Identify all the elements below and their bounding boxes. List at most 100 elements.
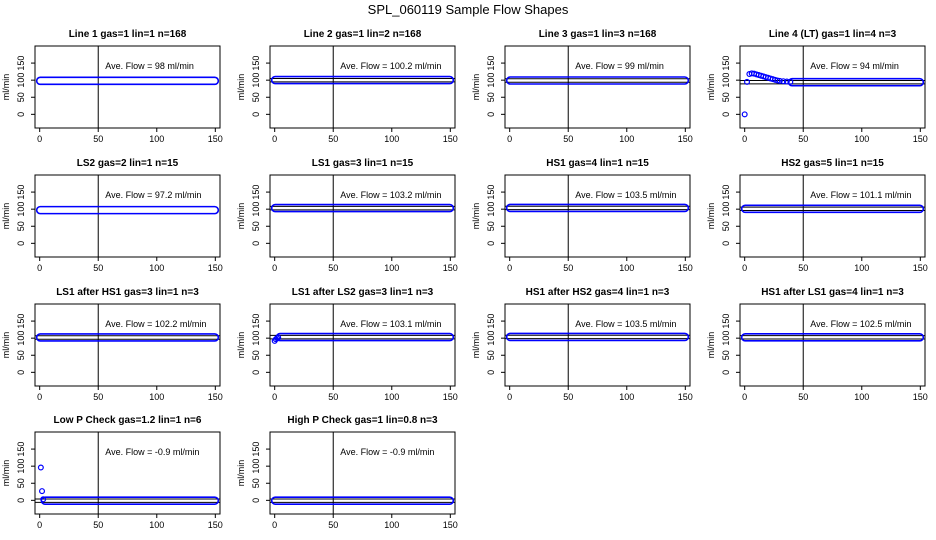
x-tick-label: 150 xyxy=(913,392,928,402)
y-tick-label: 0 xyxy=(721,370,731,375)
x-tick-label: 100 xyxy=(619,392,634,402)
x-tick-label: 100 xyxy=(149,520,164,530)
plot-frame xyxy=(34,174,221,258)
chart-panel-10: LS1 after LS2 gas=3 lin=1 n=3 0 50 100 150 0 5… xyxy=(236,287,458,402)
average-flow-annotation: Ave. Flow = 100.2 ml/min xyxy=(340,61,441,71)
data-points-band xyxy=(787,77,925,87)
y-tick-label: 150 xyxy=(16,314,26,329)
y-axis-label: ml/min xyxy=(471,332,481,359)
panel-title: Line 3 gas=1 lin=3 n=168 xyxy=(539,29,657,40)
y-tick-label: 150 xyxy=(486,185,496,200)
plot-frame xyxy=(739,45,926,129)
average-flow-annotation: Ave. Flow = 102.2 ml/min xyxy=(105,319,206,329)
y-tick-label: 50 xyxy=(251,478,261,488)
y-tick-label: 150 xyxy=(251,185,261,200)
data-points-band xyxy=(35,205,220,215)
average-flow-annotation: Ave. Flow = 103.2 ml/min xyxy=(340,190,441,200)
x-tick-label: 150 xyxy=(208,392,223,402)
panel-title: Line 4 (LT) gas=1 lin=4 n=3 xyxy=(769,29,897,40)
y-tick-label: 50 xyxy=(721,92,731,102)
x-tick-label: 0 xyxy=(272,134,277,144)
chart-panel-1: Line 1 gas=1 lin=1 n=168 0 50 100 150 0 50 100 1… xyxy=(1,29,223,144)
y-tick-label: 50 xyxy=(16,221,26,231)
chart-panel-13: Low P Check gas=1.2 lin=1 n=6 0 50 100 150 0 5… xyxy=(1,415,223,530)
data-points-band xyxy=(270,496,455,505)
average-flow-annotation: Ave. Flow = -0.9 ml/min xyxy=(105,447,199,457)
data-points-band xyxy=(275,332,455,342)
data-point xyxy=(776,77,783,84)
y-tick-label: 100 xyxy=(16,202,26,217)
chart-panel-3: Line 3 gas=1 lin=3 n=168 0 50 100 150 0 50 100 1… xyxy=(471,29,693,144)
data-points-band xyxy=(270,203,455,213)
x-tick-label: 150 xyxy=(208,263,223,273)
y-tick-label: 150 xyxy=(721,56,731,71)
x-tick-label: 100 xyxy=(854,392,869,402)
data-points-band xyxy=(40,496,220,505)
y-tick-label: 100 xyxy=(16,73,26,88)
y-axis-label: ml/min xyxy=(236,74,246,101)
x-tick-label: 100 xyxy=(384,392,399,402)
x-tick-label: 150 xyxy=(443,392,458,402)
y-axis-label: ml/min xyxy=(1,203,11,230)
y-tick-label: 0 xyxy=(16,370,26,375)
y-axis-label: ml/min xyxy=(471,74,481,101)
x-tick-label: 150 xyxy=(208,134,223,144)
x-tick-label: 100 xyxy=(384,263,399,273)
x-tick-label: 150 xyxy=(678,263,693,273)
y-tick-label: 50 xyxy=(721,221,731,231)
x-tick-label: 100 xyxy=(854,263,869,273)
data-point xyxy=(37,464,44,471)
x-tick-label: 100 xyxy=(619,134,634,144)
y-tick-label: 50 xyxy=(721,350,731,360)
x-tick-label: 150 xyxy=(913,263,928,273)
y-tick-label: 100 xyxy=(251,459,261,474)
x-tick-label: 50 xyxy=(798,263,808,273)
data-points-band xyxy=(270,75,455,85)
x-tick-label: 0 xyxy=(272,263,277,273)
data-points-band xyxy=(505,203,690,213)
y-tick-label: 150 xyxy=(486,56,496,71)
x-tick-label: 50 xyxy=(328,392,338,402)
x-tick-label: 50 xyxy=(93,134,103,144)
x-tick-label: 100 xyxy=(149,263,164,273)
data-points-band xyxy=(740,333,925,342)
y-tick-label: 100 xyxy=(16,459,26,474)
x-tick-label: 0 xyxy=(272,520,277,530)
x-tick-label: 50 xyxy=(798,392,808,402)
panel-title: HS1 after LS1 gas=4 lin=1 n=3 xyxy=(761,287,904,298)
plot-frame xyxy=(269,45,456,129)
x-tick-label: 50 xyxy=(93,392,103,402)
x-tick-label: 0 xyxy=(37,134,42,144)
x-tick-label: 100 xyxy=(619,263,634,273)
x-tick-label: 100 xyxy=(149,134,164,144)
figure-title: SPL_060119 Sample Flow Shapes xyxy=(368,2,569,17)
average-flow-annotation: Ave. Flow = 103.1 ml/min xyxy=(340,319,441,329)
x-tick-label: 150 xyxy=(678,134,693,144)
panel-title: HS1 after HS2 gas=4 lin=1 n=3 xyxy=(526,287,670,298)
y-tick-label: 50 xyxy=(251,221,261,231)
x-tick-label: 150 xyxy=(678,392,693,402)
y-tick-label: 0 xyxy=(16,241,26,246)
plot-frame xyxy=(269,174,456,258)
panel-title: HS2 gas=5 lin=1 n=15 xyxy=(781,158,884,169)
data-point xyxy=(275,334,282,341)
y-tick-label: 50 xyxy=(16,478,26,488)
y-axis-label: ml/min xyxy=(706,203,716,230)
average-flow-annotation: Ave. Flow = 94 ml/min xyxy=(810,61,899,71)
chart-panel-6: LS1 gas=3 lin=1 n=15 0 50 100 150 0 50 100 150 ml… xyxy=(236,158,458,273)
x-tick-label: 0 xyxy=(272,392,277,402)
x-tick-label: 100 xyxy=(854,134,869,144)
y-tick-label: 0 xyxy=(251,112,261,117)
x-tick-label: 0 xyxy=(507,263,512,273)
y-tick-label: 0 xyxy=(486,241,496,246)
panel-title: HS1 gas=4 lin=1 n=15 xyxy=(546,158,649,169)
y-tick-label: 150 xyxy=(721,185,731,200)
y-axis-label: ml/min xyxy=(1,332,11,359)
y-tick-label: 50 xyxy=(486,350,496,360)
panel-title: High P Check gas=1 lin=0.8 n=3 xyxy=(287,415,438,426)
y-tick-label: 50 xyxy=(251,92,261,102)
y-tick-label: 0 xyxy=(486,112,496,117)
average-flow-annotation: Ave. Flow = -0.9 ml/min xyxy=(340,447,434,457)
data-point xyxy=(744,78,751,85)
